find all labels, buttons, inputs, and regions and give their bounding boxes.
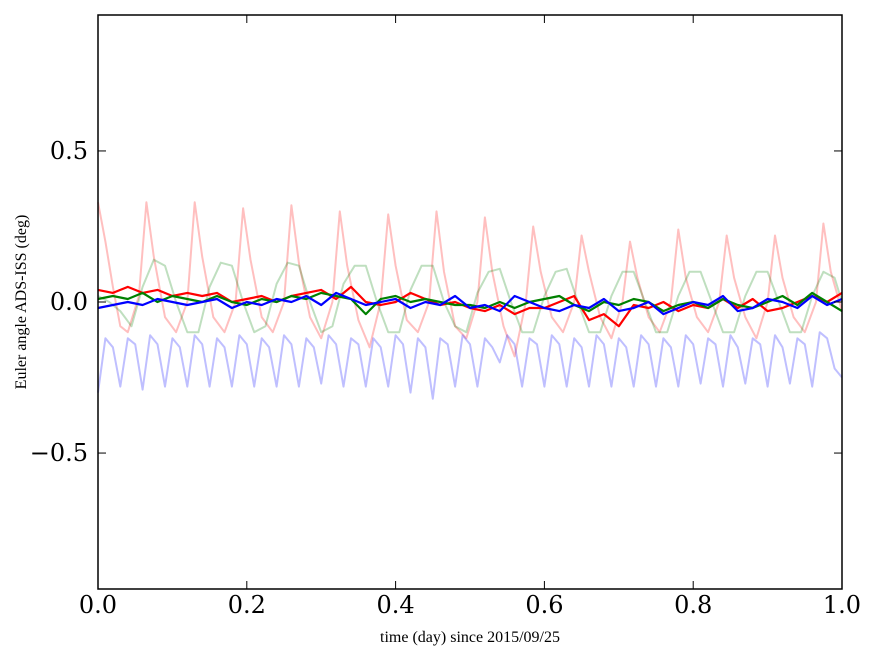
series-line-filtered-4 [97,291,843,316]
y-axis-label: Euler angle ADS-ISS (deg) [13,215,30,390]
series-line-raw-1 [97,258,843,334]
x-tick-label: 0.2 [228,591,266,619]
x-tick-label: 0.0 [79,591,117,619]
x-tick-label: 0.8 [674,591,712,619]
x-tick-label: 0.4 [377,591,415,619]
series-layer [97,201,843,400]
x-tick-label: 0.6 [525,591,563,619]
tick-layer: 0.0 0.2 0.4 0.6 0.8 1.0 0.5 0.0 −0.5 [30,15,861,619]
series-line-filtered-5 [97,291,843,316]
series-line-raw-0 [97,201,843,358]
x-axis-label: time (day) since 2015/09/25 [380,629,560,646]
y-tick-label: −0.5 [30,439,88,467]
x-tick-label: 1.0 [823,591,861,619]
series-line-raw-2 [97,331,843,400]
y-tick-label: 0.0 [50,288,88,316]
y-tick-label: 0.5 [50,137,88,165]
